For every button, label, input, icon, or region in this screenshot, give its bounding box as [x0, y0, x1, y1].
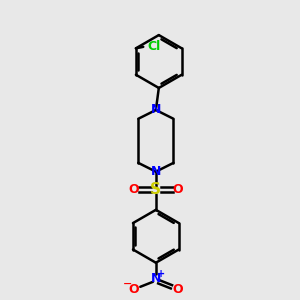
Text: +: + [157, 269, 165, 280]
Text: O: O [128, 183, 139, 196]
Text: S: S [150, 182, 161, 197]
Text: N: N [151, 103, 161, 116]
Text: O: O [172, 283, 183, 296]
Text: N: N [151, 272, 161, 285]
Text: Cl: Cl [148, 40, 161, 53]
Text: O: O [128, 283, 139, 296]
Text: −: − [123, 279, 132, 289]
Text: N: N [151, 165, 161, 178]
Text: O: O [172, 183, 183, 196]
